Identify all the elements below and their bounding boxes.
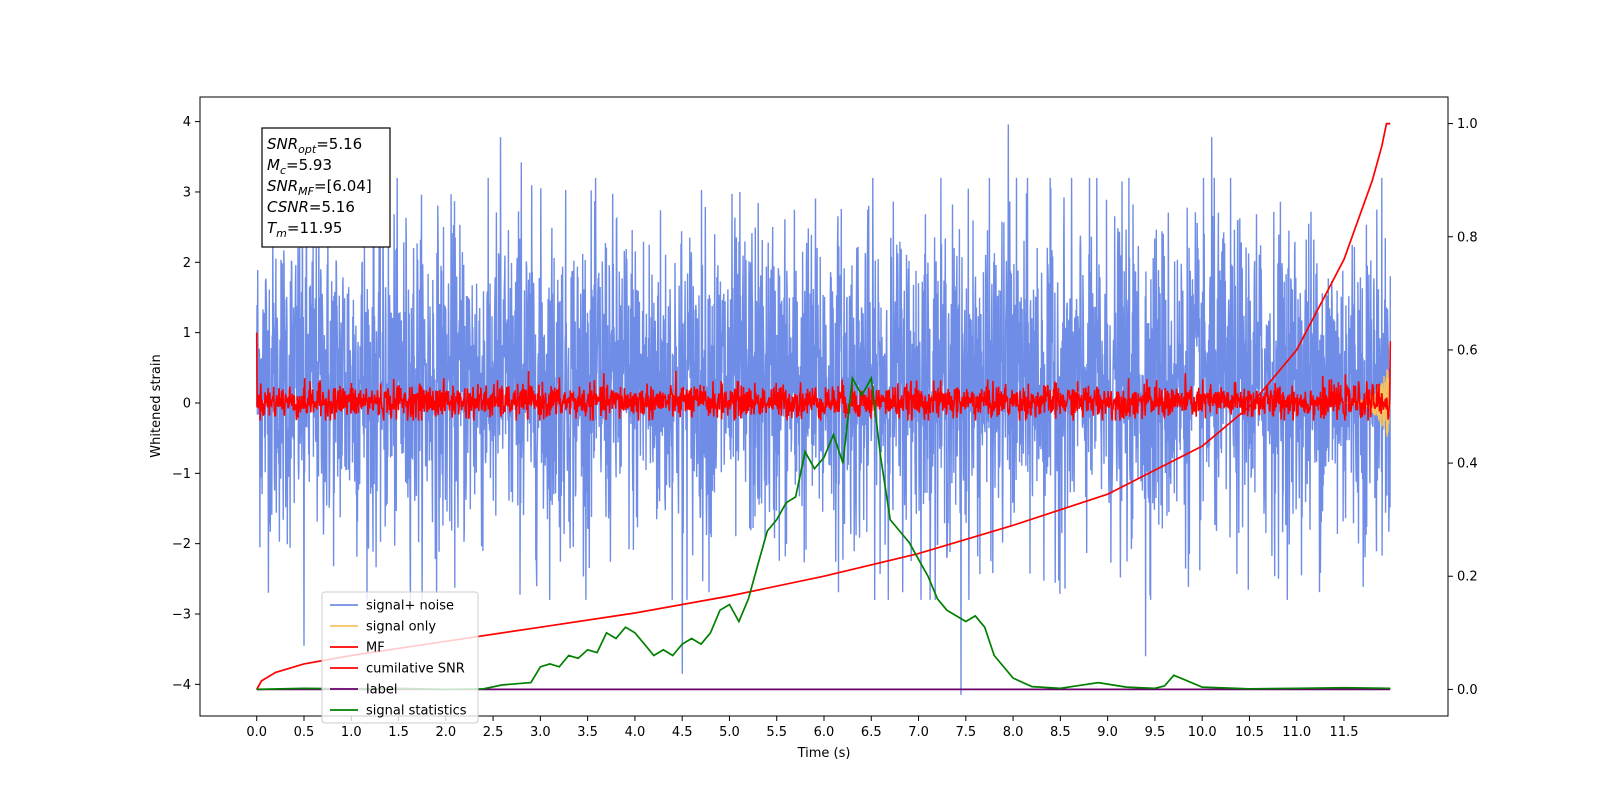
x-tick-label: 5.0 (719, 725, 740, 740)
y-left-tick-label: −2 (172, 537, 191, 552)
series-mf (255, 332, 1392, 421)
legend-frame (321, 591, 479, 724)
legend-entry: label (366, 683, 397, 698)
x-axis-label: Time (s) (797, 746, 851, 761)
x-tick-label: 4.0 (625, 725, 646, 740)
y-left-tick-label: −4 (172, 678, 191, 693)
series-signal-statistics (256, 375, 1391, 691)
x-tick-label: 10.5 (1235, 725, 1264, 740)
x-tick-label: 2.5 (483, 725, 504, 740)
legend-entry: cumilative SNR (366, 662, 465, 677)
x-tick-label: 3.0 (530, 725, 551, 740)
stats-line: Mc=5.93 (267, 156, 332, 177)
y-left-tick-label: 1 (183, 326, 191, 341)
x-tick-label: 11.5 (1330, 725, 1359, 740)
y-right-tick-label: 0.8 (1457, 230, 1478, 245)
y-right-tick-label: 0.4 (1457, 457, 1478, 472)
x-tick-label: 11.0 (1282, 725, 1311, 740)
stats-box-frame (261, 127, 391, 248)
y-left-tick-label: −3 (172, 608, 191, 623)
series-cumulative-snr (255, 122, 1391, 690)
x-tick-label: 6.5 (861, 725, 882, 740)
x-tick-label: 6.0 (814, 725, 835, 740)
x-tick-label: 0.5 (294, 725, 315, 740)
stats-line: SNRopt=5.16 (267, 135, 362, 156)
x-tick-label: 8.5 (1050, 725, 1071, 740)
stats-line: CSNR=5.16 (267, 198, 355, 216)
y-axis-label: Whitened strain (149, 354, 164, 457)
y-left-tick-label: 3 (183, 185, 191, 200)
stats-line: SNRMF=[6.04] (267, 177, 372, 198)
x-tick-label: 4.5 (672, 725, 693, 740)
y-left-tick-label: 2 (183, 256, 191, 271)
legend-entry: signal statistics (366, 704, 467, 719)
x-tick-label: 7.5 (955, 725, 976, 740)
x-tick-label: 9.5 (1145, 725, 1166, 740)
legend-entry: MF (366, 641, 385, 656)
stats-line: Tm=11.95 (267, 219, 342, 240)
x-axis: 0.0 0.5 1.0 1.5 2.0 2.5 3.0 3.5 4.0 4.5 5.0 5.5 6.0 6… (246, 716, 1358, 740)
y-left-tick-label: −1 (172, 467, 191, 482)
x-tick-label: 3.5 (577, 725, 598, 740)
y-right-tick-label: 0.6 (1457, 343, 1478, 358)
x-tick-label: 9.0 (1097, 725, 1118, 740)
y-axis-right: 0.0 0.2 0.4 0.6 0.8 1.0 (1448, 117, 1478, 698)
y-left-tick-label: 0 (183, 396, 191, 411)
y-right-tick-label: 0.0 (1457, 683, 1478, 698)
legend-entry: signal+ noise (366, 599, 454, 614)
y-right-tick-label: 1.0 (1457, 117, 1478, 132)
x-tick-label: 2.0 (435, 725, 456, 740)
x-tick-label: 5.5 (766, 725, 787, 740)
y-axis-left: −4 −3 −2 −1 0 1 2 3 4 (172, 115, 200, 693)
y-left-tick-label: 4 (183, 115, 191, 130)
y-right-tick-label: 0.2 (1457, 570, 1478, 585)
x-tick-label: 8.0 (1003, 725, 1024, 740)
x-tick-label: 1.0 (341, 725, 362, 740)
legend: signal+ noise signal only MF cumilative SNR… (321, 591, 479, 724)
x-tick-label: 7.0 (908, 725, 929, 740)
x-tick-label: 0.0 (246, 725, 267, 740)
legend-entry: signal only (366, 620, 436, 635)
series-signal-noise (256, 124, 1391, 695)
x-tick-label: 10.0 (1188, 725, 1217, 740)
x-tick-label: 1.5 (388, 725, 409, 740)
